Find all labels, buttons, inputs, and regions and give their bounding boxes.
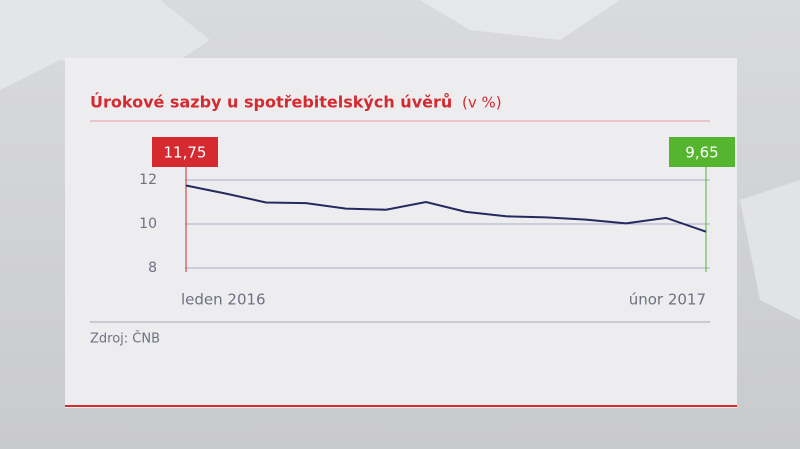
value-label: 9,65 — [685, 144, 718, 162]
value-label-box — [152, 137, 218, 167]
y-tick-label: 8 — [148, 260, 157, 276]
value-label-box — [669, 137, 735, 167]
x-tick-label: únor 2017 — [629, 291, 706, 309]
panel — [65, 58, 737, 408]
y-tick-label: 10 — [139, 216, 157, 232]
unit-label: (v %) — [462, 94, 502, 112]
chart-title: Úrokové sazby u spotřebitelských úvěrů — [90, 93, 452, 112]
y-tick-label: 12 — [139, 172, 157, 188]
map-shape — [420, 0, 620, 40]
value-label: 11,75 — [164, 144, 207, 162]
x-tick-label: leden 2016 — [181, 291, 266, 309]
map-shape — [740, 180, 800, 320]
data-line — [185, 184, 707, 233]
source: Zdroj: ČNB — [90, 331, 160, 347]
